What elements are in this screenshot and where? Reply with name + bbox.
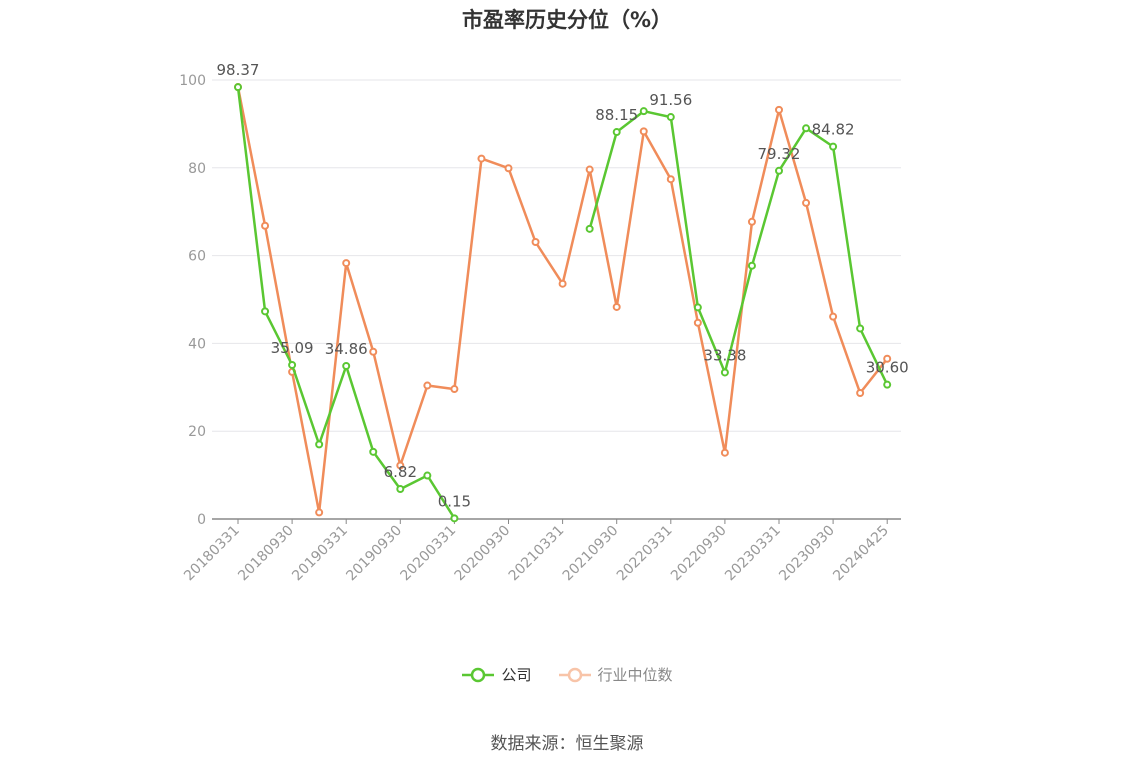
legend-item-industry-median[interactable]: 行业中位数 — [558, 664, 673, 685]
data-point[interactable] — [423, 381, 432, 390]
data-point[interactable] — [261, 221, 270, 230]
data-point[interactable] — [450, 514, 459, 523]
data-point[interactable] — [775, 166, 783, 175]
legend-line-circle-icon — [558, 667, 591, 682]
data-point[interactable] — [720, 368, 729, 377]
data-point[interactable] — [531, 237, 540, 246]
data-label: 0.15 — [438, 492, 471, 510]
data-point[interactable] — [342, 361, 351, 370]
x-tick-label: 20220331 — [614, 523, 676, 585]
x-tick-label: 20180331 — [181, 523, 243, 585]
data-point[interactable] — [261, 307, 270, 316]
x-tick-label: 20210331 — [506, 523, 568, 585]
data-point[interactable] — [829, 312, 838, 321]
x-tick-label: 20190930 — [343, 523, 405, 585]
data-point[interactable] — [234, 83, 242, 92]
x-tick-label: 20230930 — [776, 523, 838, 585]
data-point[interactable] — [315, 440, 324, 449]
data-point[interactable] — [369, 347, 378, 356]
data-label: 98.37 — [217, 61, 260, 79]
grid-lines — [212, 79, 901, 432]
series-company — [234, 83, 892, 523]
y-tick-label: 40 — [188, 336, 206, 352]
data-point[interactable] — [802, 198, 811, 207]
data-point[interactable] — [639, 107, 648, 116]
data-point[interactable] — [693, 303, 702, 312]
y-tick-label: 60 — [188, 249, 206, 265]
x-tick-label: 20200930 — [452, 523, 514, 585]
data-point[interactable] — [612, 302, 621, 311]
data-point[interactable] — [775, 105, 783, 114]
data-labels: 98.37 35.09 34.86 6.82 0.15 88.15 91.56 33.38 79… — [217, 61, 909, 510]
data-point[interactable] — [747, 261, 756, 270]
data-point[interactable] — [666, 175, 675, 184]
x-tick-label: 20220930 — [668, 523, 730, 585]
data-point[interactable] — [504, 164, 513, 173]
legend-label-industry-median: 行业中位数 — [597, 666, 673, 684]
data-point[interactable] — [883, 354, 892, 363]
data-point[interactable] — [288, 360, 297, 369]
legend-label-company: 公司 — [501, 666, 532, 684]
chart-title: 市盈率历史分位（%） — [461, 8, 673, 32]
data-label: 35.09 — [271, 339, 314, 357]
data-point[interactable] — [477, 154, 486, 163]
data-point[interactable] — [802, 124, 811, 133]
data-point[interactable] — [396, 485, 405, 494]
y-tick-label: 20 — [188, 424, 206, 440]
data-point[interactable] — [829, 142, 838, 151]
x-tick-label: 20240425 — [830, 523, 892, 585]
y-tick-label: 0 — [197, 512, 206, 528]
data-point[interactable] — [342, 259, 351, 268]
data-label: 33.38 — [703, 346, 746, 364]
x-tick-label: 20190331 — [289, 523, 351, 585]
y-axis: 0 20 40 60 80 100 — [179, 73, 206, 528]
series-layer — [234, 83, 892, 523]
data-point[interactable] — [856, 324, 865, 333]
data-label: 30.60 — [866, 359, 909, 377]
data-point[interactable] — [883, 380, 892, 389]
series-industry-median — [234, 83, 892, 517]
data-label: 6.82 — [384, 463, 417, 481]
legend-item-company[interactable]: 公司 — [461, 664, 532, 685]
legend-line-circle-icon — [462, 667, 495, 682]
legend: 公司 行业中位数 — [0, 664, 1134, 685]
data-label: 88.15 — [595, 106, 638, 124]
data-point[interactable] — [369, 447, 378, 456]
data-point[interactable] — [856, 389, 865, 398]
data-point[interactable] — [612, 128, 621, 137]
data-point[interactable] — [666, 113, 675, 122]
data-label: 34.86 — [325, 340, 368, 358]
y-tick-label: 100 — [179, 73, 206, 89]
x-tick-label: 20200331 — [398, 523, 460, 585]
x-axis: 2018033120180930201903312019093020200331… — [181, 518, 901, 585]
data-point[interactable] — [639, 127, 648, 136]
data-point[interactable] — [450, 385, 459, 394]
data-label: 91.56 — [649, 91, 692, 109]
data-point[interactable] — [693, 318, 702, 327]
data-label: 84.82 — [812, 121, 855, 139]
data-point[interactable] — [396, 461, 405, 470]
data-point[interactable] — [558, 279, 567, 288]
data-label: 79.32 — [758, 145, 801, 163]
data-point[interactable] — [747, 217, 756, 226]
data-point[interactable] — [315, 508, 324, 517]
data-point[interactable] — [423, 471, 432, 480]
data-point[interactable] — [720, 448, 729, 457]
data-point[interactable] — [585, 224, 594, 233]
x-tick-label: 20230331 — [722, 523, 784, 585]
y-tick-label: 80 — [188, 161, 206, 177]
data-point[interactable] — [585, 165, 594, 174]
x-tick-label: 20210930 — [560, 523, 622, 585]
data-source: 数据来源：恒生聚源 — [490, 734, 644, 754]
x-tick-label: 20180930 — [235, 523, 297, 585]
